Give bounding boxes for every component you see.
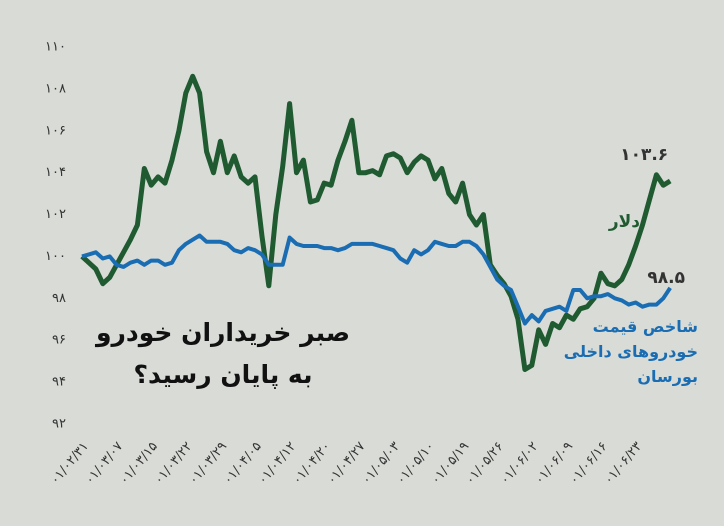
chart-title: صبر خریداران خودرو به پایان رسید؟ <box>95 318 351 389</box>
y-tick-label: ۹۸ <box>52 291 66 306</box>
y-tick-label: ۱۰۲ <box>45 207 66 222</box>
legend-label: دلار <box>608 212 640 232</box>
y-tick-label: ۹۴ <box>52 375 66 390</box>
data-label: ۱۰۳.۶ <box>620 145 668 165</box>
y-tick-label: ۱۰۸ <box>45 81 66 96</box>
line <box>80 73 672 372</box>
y-tick-label: ۱۱۰ <box>45 40 66 55</box>
legend-label: شاخص قیمت خودروهای داخلی بورسان <box>563 317 698 386</box>
y-tick-label: ۱۰۶ <box>45 123 66 138</box>
y-tick-label: ۹۶ <box>52 333 66 348</box>
y-tick-label: ۹۲ <box>52 417 66 432</box>
line <box>81 233 672 326</box>
y-tick-label: ۱۰۰ <box>45 249 66 264</box>
y-tick-label: ۱۰۴ <box>45 165 66 180</box>
data-label: ۹۸.۵ <box>647 268 685 288</box>
